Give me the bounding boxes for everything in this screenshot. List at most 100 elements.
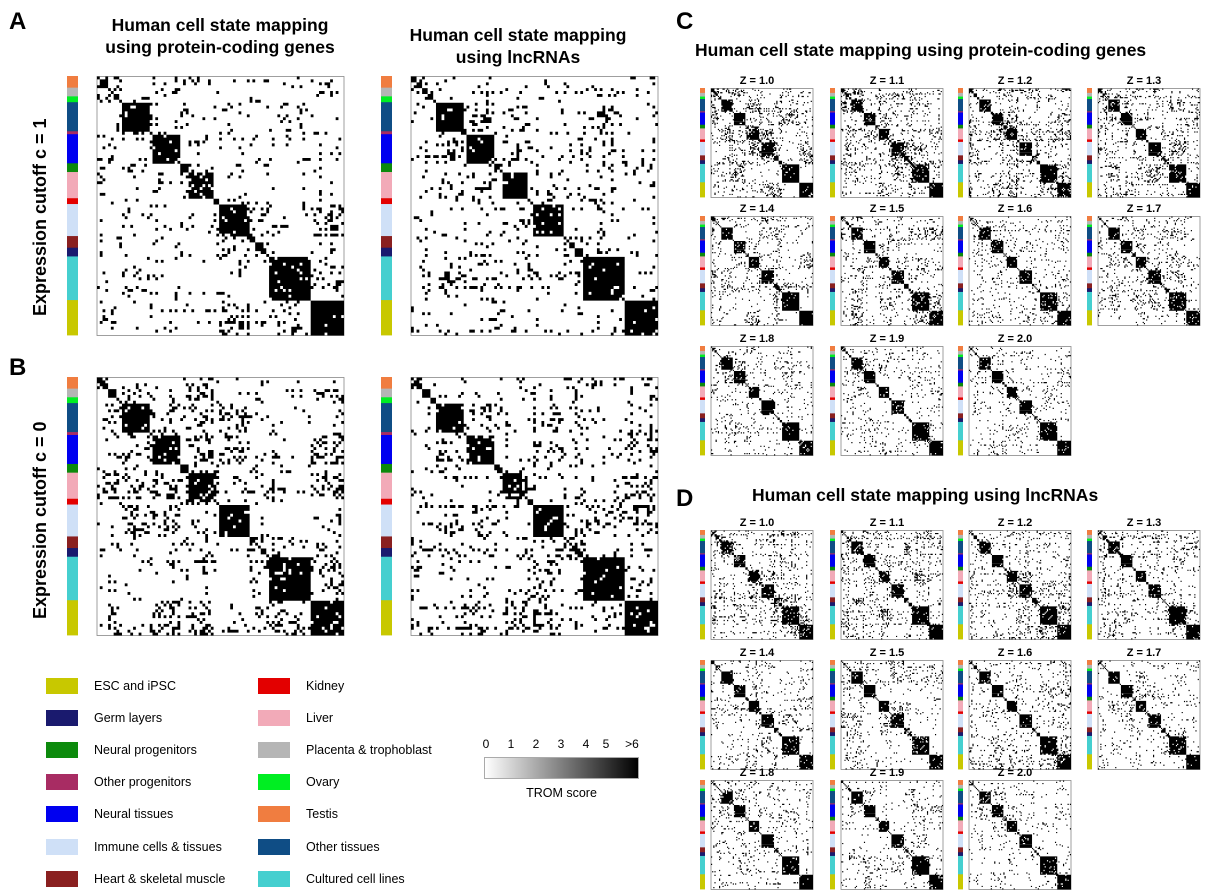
panel-d-heatmap [1087,530,1201,640]
group-bar-kidney [958,397,963,401]
group-bar-testis [700,88,705,94]
panel-c-z-label: Z = 1.0 [739,75,775,87]
title-lncrna-line1: Human cell state mapping [409,25,627,45]
legend-swatch [258,839,290,855]
group-bar-other-progenitors [830,803,835,805]
group-bar-neural-tissues [830,804,835,818]
group-bar-germ-layers [700,418,705,423]
title-panel-c: Human cell state mapping using protein-c… [695,40,1147,60]
group-bar-esc-and-ipsc [700,440,705,456]
panel-c-z-label: Z = 2.0 [997,333,1033,345]
group-bar-placenta-trophoblast [67,388,78,398]
group-bar-germ-layers [830,732,835,737]
group-bar-liver [700,700,705,712]
group-bar-other-progenitors [958,111,963,113]
group-bar-placenta-trophoblast [67,87,78,97]
group-bar-neural-tissues [1087,240,1092,254]
group-bar-immune-cells-tissues [830,141,835,156]
panel-c-z-label: Z = 1.6 [997,203,1033,215]
group-bar-placenta-trophoblast [381,87,392,97]
group-bar-neural-progenitors [958,382,963,387]
legend-item: Neural tissues [46,805,173,823]
heatmap-cells [1098,216,1200,326]
legend-label: Immune cells & tissues [94,840,222,854]
group-bar-kidney [1087,267,1092,271]
group-bar-testis [1087,660,1092,666]
group-bar-esc-and-ipsc [830,182,835,198]
group-bar-neural-progenitors [67,163,78,173]
group-bar-cultured-cell-lines [67,556,78,601]
group-bar-cultured-cell-lines [958,163,963,183]
heatmap-cells [969,346,1071,456]
group-bar-testis [958,660,963,666]
heatmap-cell [711,346,813,456]
group-bar-other-progenitors [958,239,963,241]
group-bar-immune-cells-tissues [700,713,705,728]
group-bar-immune-cells-tissues [67,504,78,537]
group-bar-kidney [830,397,835,401]
row-label-cutoff-1: Expression cutoff c = 1 [30,118,50,316]
legend-swatch [258,742,290,758]
group-bar-heart-skeletal-muscle [958,413,963,419]
group-bar-other-progenitors [958,683,963,685]
panel-d-z-label: Z = 1.2 [997,517,1033,529]
group-bar-neural-tissues [700,112,705,126]
panel-d-heatmap [830,660,944,770]
group-bar-cultured-cell-lines [830,605,835,625]
group-bar-kidney [958,831,963,835]
group-bar-testis [67,76,78,89]
group-bar-neural-tissues [958,112,963,126]
panel-d-heatmap [1087,660,1201,770]
group-bar-kidney [700,831,705,835]
group-bar-heart-skeletal-muscle [830,155,835,161]
group-bar-heart-skeletal-muscle [1087,597,1092,603]
group-bar-ovary [958,668,963,672]
group-bar-cultured-cell-lines [700,605,705,625]
heatmap-cell [841,660,943,770]
group-bar-cultured-cell-lines [830,291,835,311]
heatmap-protein-coding-c1 [67,76,345,336]
heatmap-cell [841,346,943,456]
heatmap-cells [411,377,658,636]
legend-swatch [46,871,78,887]
group-bar-esc-and-ipsc [1087,624,1092,640]
legend-label: Neural tissues [94,807,174,821]
group-bar-neural-progenitors [381,163,392,173]
group-bar-cultured-cell-lines [1087,605,1092,625]
legend-swatch [46,774,78,790]
group-bar-testis [67,377,78,389]
group-bar-ovary [830,224,835,228]
group-bar-neural-tissues [830,112,835,126]
group-bar-neural-progenitors [700,382,705,387]
group-bar-heart-skeletal-muscle [830,847,835,853]
panel-d-heatmap [958,780,1072,890]
group-bar-kidney [700,711,705,715]
heatmap-cell [841,216,943,326]
group-bar-testis [381,76,392,89]
title-lncrna: Human cell state mapping using lncRNAs [378,24,658,68]
legend-label: Ovary [306,775,340,789]
group-bar-ovary [1087,668,1092,672]
heatmap-cells [841,346,943,456]
group-bar-testis [700,660,705,666]
group-bar-other-progenitors [700,369,705,371]
title-lncrna-line2: using lncRNAs [455,47,581,67]
group-bar-kidney [1087,139,1092,143]
group-bar-neural-tissues [958,684,963,698]
group-bar-kidney [700,581,705,585]
group-bar-testis [1087,88,1092,94]
group-bar-germ-layers [67,247,78,257]
group-bar-placenta-trophoblast [700,92,705,97]
group-bar-germ-layers [958,732,963,737]
group-bar-kidney [381,498,392,505]
group-bar-placenta-trophoblast [700,350,705,355]
group-bar-other-progenitors [700,683,705,685]
group-bar-ovary [958,354,963,358]
group-bar-ovary [67,397,78,404]
group-bar-testis [958,346,963,352]
legend-item: Other tissues [258,838,380,856]
group-bar-testis [1087,530,1092,536]
group-bar-immune-cells-tissues [958,141,963,156]
group-bar-neural-tissues [700,684,705,698]
group-bar-cultured-cell-lines [830,163,835,183]
